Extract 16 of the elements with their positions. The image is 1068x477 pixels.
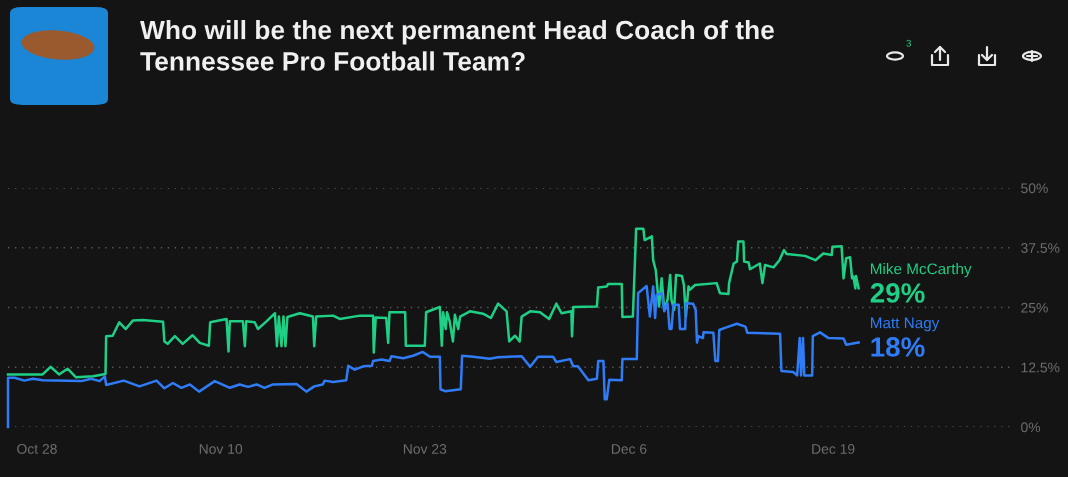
x-tick-label: Oct 28: [17, 444, 57, 454]
x-tick-label: Nov 10: [199, 444, 243, 454]
text: 3: [906, 39, 911, 47]
y-tick-label: 12.5%: [1021, 362, 1060, 373]
annotation: 29%: [870, 283, 925, 303]
y-tick-label: 0%: [1021, 422, 1041, 433]
series-label: Matt Nagy: [870, 317, 940, 332]
y-tick-label: 50%: [1021, 183, 1048, 194]
y-tick-label: 37.5%: [1021, 243, 1060, 253]
x-tick-label: Nov 23: [403, 444, 447, 454]
chart-title: Who will be the next permanent Head Coach of the Tennessee Pro Football Team?: [140, 20, 774, 71]
x-tick-label: Dec 6: [611, 444, 647, 454]
series-label: Mike McCarthy: [870, 263, 972, 278]
y-tick-label: 25%: [1021, 302, 1048, 313]
x-tick-label: Dec 19: [812, 444, 855, 454]
annotation: 18%: [871, 337, 925, 357]
